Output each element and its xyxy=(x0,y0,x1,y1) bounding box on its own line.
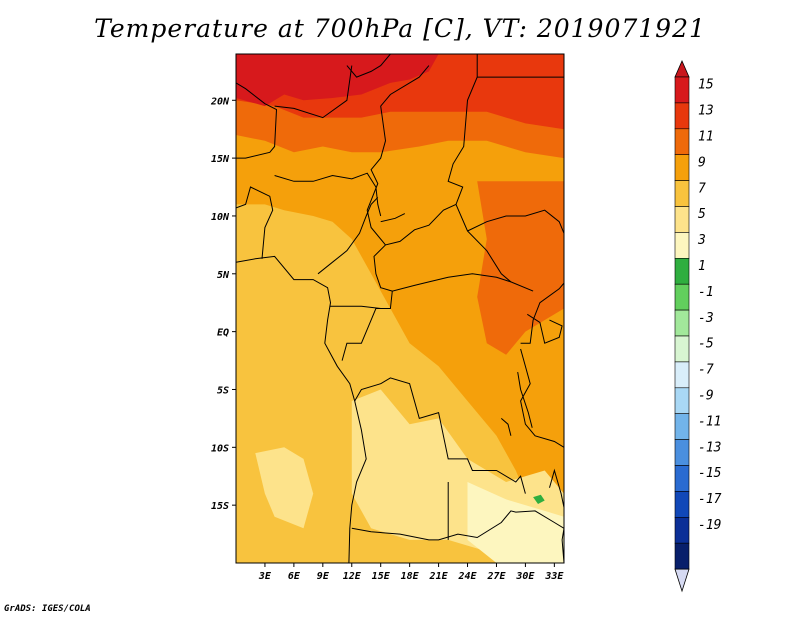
colorbar-label: 1 xyxy=(698,259,706,274)
colorbar-swatch xyxy=(674,180,690,207)
colorbar-swatch xyxy=(674,516,690,544)
band-9 xyxy=(236,54,564,517)
colorbar-label: 9 xyxy=(698,155,706,170)
lon-tick-label: 30E xyxy=(515,571,535,582)
band-3-south xyxy=(467,482,564,563)
map-title: Temperature at 700hPa [C], VT: 201907192… xyxy=(94,14,706,43)
lat-tick-label: 15S xyxy=(211,501,229,512)
lat-tick-label: 20N xyxy=(210,96,230,107)
lat-tick-label: 5S xyxy=(217,385,229,396)
lon-tick-label: 15E xyxy=(372,571,391,582)
border-line-7 xyxy=(366,65,430,246)
map-frame xyxy=(235,53,565,564)
colorbar-label: -17 xyxy=(698,492,722,507)
border-line-10 xyxy=(274,65,353,119)
colorbar-swatch xyxy=(674,206,690,233)
border-line-13 xyxy=(351,510,564,541)
colorbar-label: 5 xyxy=(698,207,706,222)
colorbar-swatch xyxy=(674,387,690,414)
border-line-8 xyxy=(447,54,478,205)
border-line-2 xyxy=(236,82,278,159)
border-line-9 xyxy=(346,54,391,78)
border-line-22 xyxy=(527,313,563,344)
colorbar-swatch xyxy=(674,154,690,181)
country-borders xyxy=(236,54,564,563)
band-1-spot xyxy=(533,494,545,504)
colorbar-label: -11 xyxy=(698,414,721,429)
border-line-16 xyxy=(520,282,564,344)
lat-tick-label: 5N xyxy=(217,270,230,281)
border-line-1 xyxy=(236,186,274,268)
colorbar: 15 13 11 9 7 5 3 1 -1 -3 -5 -7 -9 -11 -13 -15 -17 -19 xyxy=(674,60,722,593)
colorbar-label: 7 xyxy=(698,181,706,196)
colorbar-label: -5 xyxy=(698,337,714,352)
credit-text: GrADS: IGES/COLA xyxy=(4,604,91,614)
colorbar-swatch xyxy=(674,309,690,337)
colorbar-swatch xyxy=(674,361,690,389)
colorbar-label: -7 xyxy=(698,363,714,378)
colorbar-label: 15 xyxy=(698,78,714,93)
colorbar-label: 13 xyxy=(698,104,714,119)
colorbar-swatch xyxy=(674,283,690,311)
lon-tick-label: 33E xyxy=(544,571,564,582)
colorbar-swatch xyxy=(674,128,690,156)
border-line-21 xyxy=(500,418,512,436)
lon-tick-label: 27E xyxy=(486,571,506,582)
colorbar-label: -15 xyxy=(698,466,722,481)
lat-tick-label: 15N xyxy=(211,154,230,165)
border-line-6 xyxy=(373,203,512,292)
colorbar-top-arrow xyxy=(674,60,690,78)
colorbar-label: -1 xyxy=(698,285,714,300)
lon-tick-label: 24E xyxy=(457,571,477,582)
colorbar-swatch xyxy=(674,76,690,104)
border-line-23 xyxy=(380,213,406,223)
temperature-field xyxy=(236,54,564,563)
colorbar-label: 11 xyxy=(698,129,714,144)
border-line-20 xyxy=(517,372,533,428)
border-line-4 xyxy=(317,197,379,275)
border-line-12 xyxy=(354,377,526,494)
border-line-17 xyxy=(467,209,564,234)
latitude-axis: 20N 15N 10N 5N EQ 5S 10S 15S xyxy=(210,96,236,512)
colorbar-label: -19 xyxy=(698,518,721,533)
colorbar-swatch xyxy=(674,413,690,440)
lon-tick-label: 21E xyxy=(429,571,449,582)
colorbar-bottom-arrow xyxy=(674,568,690,593)
border-line-0 xyxy=(236,255,367,563)
lat-tick-label: 10N xyxy=(211,212,230,223)
colorbar-swatch xyxy=(674,542,690,570)
colorbar-label: -9 xyxy=(698,388,714,403)
colorbar-swatch xyxy=(674,491,690,518)
border-line-15 xyxy=(520,348,564,448)
colorbar-label: -13 xyxy=(698,440,721,455)
band-15 xyxy=(236,54,439,107)
lon-tick-label: 18E xyxy=(401,571,420,582)
colorbar-label: -3 xyxy=(698,311,714,326)
longitude-axis: 3E 6E 9E 12E 15E 18E 21E 24E 27E 30E 33E xyxy=(258,563,564,582)
lon-tick-label: 6E xyxy=(288,571,301,582)
border-line-11 xyxy=(341,308,391,361)
band-11-east xyxy=(477,181,564,355)
lon-tick-label: 9E xyxy=(317,571,330,582)
lat-tick-label: EQ xyxy=(217,328,229,339)
colorbar-swatch xyxy=(674,102,690,130)
band-5-ocean xyxy=(255,447,314,529)
lat-tick-label: 10S xyxy=(211,443,229,454)
colorbar-swatch xyxy=(674,439,690,466)
colorbar-label: 3 xyxy=(697,233,706,248)
colorbar-swatch xyxy=(674,335,690,363)
lon-tick-label: 12E xyxy=(343,571,362,582)
colorbar-swatch xyxy=(674,232,690,259)
lon-tick-label: 3E xyxy=(258,571,272,582)
colorbar-swatch xyxy=(674,257,690,285)
border-line-5 xyxy=(329,273,534,309)
colorbar-swatch xyxy=(674,465,690,492)
